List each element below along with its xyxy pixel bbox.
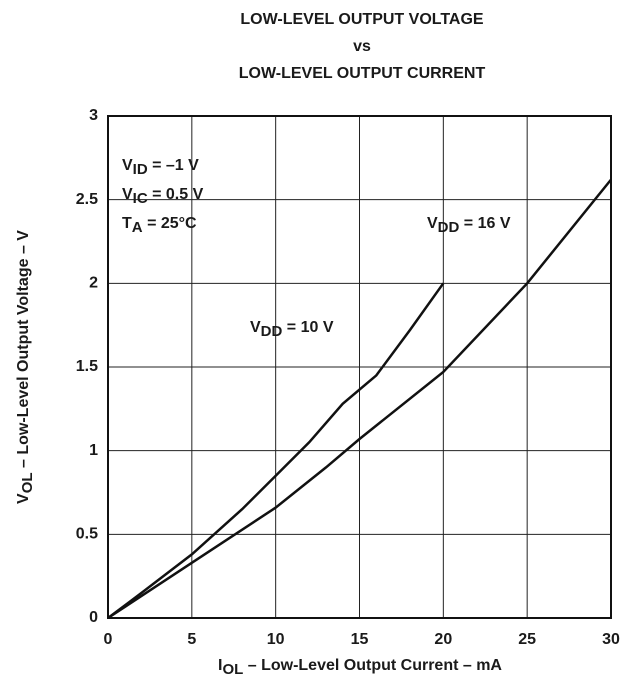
chart-title: vs — [353, 38, 371, 55]
y-tick-label: 2.5 — [76, 191, 98, 208]
chart-title: LOW-LEVEL OUTPUT VOLTAGE — [240, 11, 484, 28]
y-axis-label-part: – Low-Level Output Voltage – V — [15, 230, 32, 473]
x-axis-label-part: I — [218, 657, 222, 674]
y-tick-label: 2 — [89, 275, 98, 292]
x-tick-label: 15 — [351, 631, 369, 648]
y-axis-label: VOL – Low-Level Output Voltage – V — [15, 230, 36, 504]
condition-note-part: T — [122, 215, 132, 232]
condition-note: VID = –1 V — [122, 157, 199, 178]
y-axis-label-part: OL — [19, 472, 36, 493]
condition-note-part: V — [122, 186, 133, 203]
x-tick-label: 10 — [267, 631, 285, 648]
condition-note-part: A — [132, 219, 143, 236]
y-tick-label: 1.5 — [76, 358, 98, 375]
x-tick-label: 30 — [602, 631, 620, 648]
series-label: VDD = 10 V — [250, 319, 334, 340]
condition-note: TA = 25°C — [122, 215, 197, 236]
series-label-part: = 10 V — [282, 319, 333, 336]
x-tick-label: 5 — [187, 631, 196, 648]
condition-note-part: V — [122, 157, 133, 174]
x-axis-label-part: OL — [222, 661, 243, 678]
chart-title: LOW-LEVEL OUTPUT CURRENT — [239, 65, 486, 82]
condition-note-part: = –1 V — [148, 157, 199, 174]
y-axis-label-part: V — [15, 493, 32, 504]
y-tick-label: 0 — [89, 609, 98, 626]
x-axis-label-part: – Low-Level Output Current – mA — [243, 657, 502, 674]
series-label-part: DD — [438, 219, 460, 236]
condition-note: VIC = 0.5 V — [122, 186, 204, 207]
condition-note-part: = 25°C — [143, 215, 197, 232]
x-tick-label: 0 — [104, 631, 113, 648]
series-label-part: V — [427, 215, 438, 232]
x-tick-label: 20 — [434, 631, 452, 648]
condition-note-part: ID — [133, 161, 148, 178]
x-axis-label: IOL – Low-Level Output Current – mA — [218, 657, 502, 678]
series-line — [107, 282, 445, 620]
series-label-part: V — [250, 319, 261, 336]
plot-frame — [107, 115, 612, 619]
y-tick-label: 1 — [89, 442, 98, 459]
series-label: VDD = 16 V — [427, 215, 511, 236]
condition-note-part: IC — [133, 190, 148, 207]
y-tick-label: 0.5 — [76, 526, 98, 543]
series-label-part: = 16 V — [459, 215, 510, 232]
condition-note-part: = 0.5 V — [148, 186, 204, 203]
x-tick-label: 25 — [518, 631, 536, 648]
series-line — [107, 178, 612, 620]
y-tick-label: 3 — [89, 107, 98, 124]
series-label-part: DD — [261, 323, 283, 340]
